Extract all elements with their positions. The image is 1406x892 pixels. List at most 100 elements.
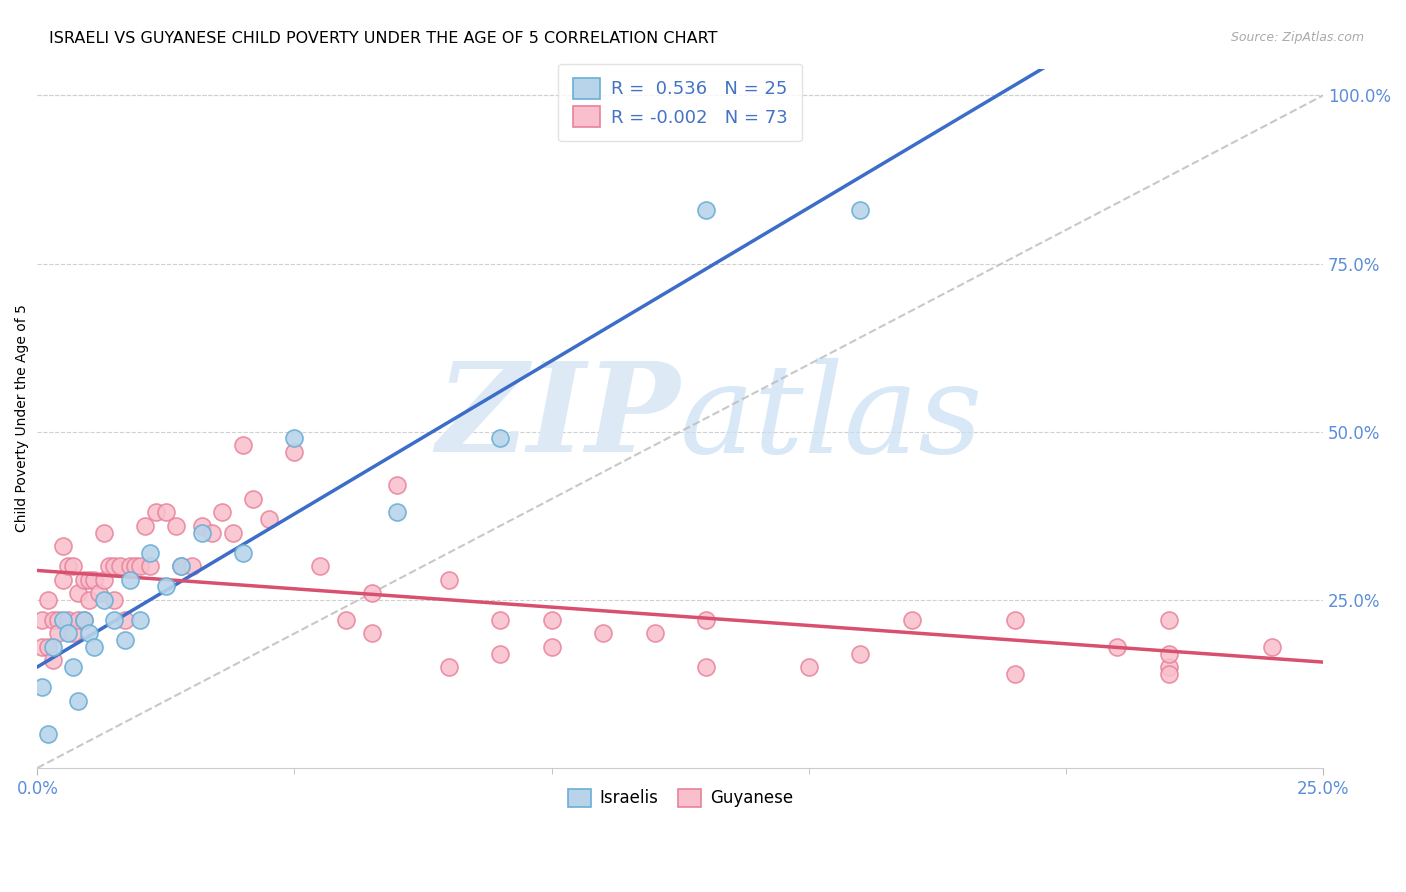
Point (46, 626, 69, 640)
Point (387, 505, 409, 519)
Point (52, 539, 75, 553)
Point (58, 613, 80, 627)
Point (139, 546, 162, 560)
Point (489, 613, 512, 627)
Point (67, 613, 90, 627)
Point (170, 559, 193, 574)
Point (900, 613, 922, 627)
Point (283, 445, 305, 459)
Point (58, 626, 80, 640)
Text: ZIP: ZIP (436, 358, 681, 479)
Point (31, 680, 53, 694)
Point (849, 202, 872, 217)
Point (31, 640, 53, 654)
Point (67, 586, 90, 600)
Point (191, 525, 214, 540)
Point (232, 546, 254, 560)
Point (37, 592, 59, 607)
Point (118, 559, 141, 574)
Point (62, 660, 84, 674)
Point (1004, 613, 1026, 627)
Point (134, 519, 156, 533)
Point (695, 660, 717, 674)
Point (540, 640, 562, 654)
Point (335, 613, 357, 627)
Point (114, 613, 136, 627)
Point (129, 559, 152, 574)
Point (52, 573, 75, 587)
Point (72, 573, 94, 587)
Point (93, 592, 115, 607)
Point (695, 202, 717, 217)
Point (170, 559, 193, 574)
Point (37, 640, 59, 654)
Point (93, 525, 115, 540)
Point (165, 519, 187, 533)
Point (437, 660, 460, 674)
Text: ISRAELI VS GUYANESE CHILD POVERTY UNDER THE AGE OF 5 CORRELATION CHART: ISRAELI VS GUYANESE CHILD POVERTY UNDER … (49, 31, 717, 46)
Point (257, 512, 280, 526)
Point (797, 660, 820, 674)
Point (1157, 647, 1180, 661)
Point (139, 559, 162, 574)
Point (211, 505, 233, 519)
Point (103, 559, 125, 574)
Point (1157, 660, 1180, 674)
Point (103, 592, 125, 607)
Point (232, 438, 254, 452)
Point (360, 586, 382, 600)
Point (83, 640, 105, 654)
Point (1107, 640, 1129, 654)
Point (1260, 640, 1282, 654)
Point (114, 633, 136, 648)
Point (62, 559, 84, 574)
Point (1157, 613, 1180, 627)
Point (108, 559, 131, 574)
Point (695, 613, 717, 627)
Point (540, 613, 562, 627)
Legend: Israelis, Guyanese: Israelis, Guyanese (560, 780, 801, 815)
Point (37, 727, 59, 741)
Point (72, 613, 94, 627)
Point (437, 573, 460, 587)
Point (242, 491, 264, 506)
Point (129, 613, 152, 627)
Point (31, 613, 53, 627)
Point (489, 647, 512, 661)
Point (849, 647, 872, 661)
Point (145, 505, 167, 519)
Point (42, 613, 65, 627)
Point (489, 431, 512, 445)
Point (180, 559, 202, 574)
Point (103, 613, 125, 627)
Text: Source: ZipAtlas.com: Source: ZipAtlas.com (1230, 31, 1364, 45)
Point (72, 613, 94, 627)
Point (42, 640, 65, 654)
Point (1004, 666, 1026, 681)
Point (98, 559, 121, 574)
Point (360, 626, 382, 640)
Point (67, 694, 90, 708)
Point (644, 626, 666, 640)
Point (155, 579, 177, 593)
Point (52, 613, 75, 627)
Text: atlas: atlas (681, 358, 984, 479)
Point (77, 573, 100, 587)
Point (201, 525, 224, 540)
Point (283, 431, 305, 445)
Point (87, 586, 110, 600)
Point (42, 653, 65, 667)
Point (118, 573, 141, 587)
Point (62, 626, 84, 640)
Point (155, 505, 177, 519)
Point (191, 519, 214, 533)
Point (46, 613, 69, 627)
Point (83, 573, 105, 587)
Point (77, 626, 100, 640)
Point (1157, 666, 1180, 681)
Y-axis label: Child Poverty Under the Age of 5: Child Poverty Under the Age of 5 (15, 304, 30, 533)
Point (592, 626, 614, 640)
Point (124, 559, 146, 574)
Point (387, 478, 409, 492)
Point (77, 592, 100, 607)
